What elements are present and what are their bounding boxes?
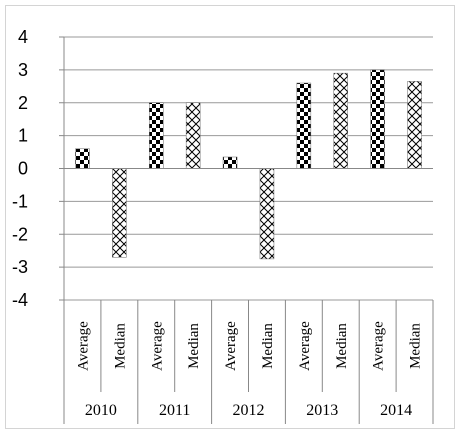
y-tick-label: -2 <box>12 224 28 244</box>
x-group-label: 2014 <box>380 402 412 419</box>
x-category-label: Median <box>408 323 424 369</box>
x-group-label: 2011 <box>159 402 190 419</box>
x-category-label: Median <box>186 323 202 369</box>
y-tick-label: -3 <box>12 257 28 277</box>
bar-2010-median <box>112 168 127 258</box>
x-category-label: Average <box>371 321 387 371</box>
x-category-label: Median <box>260 323 276 369</box>
bar-2013-median <box>333 72 348 169</box>
bar-2011-median <box>185 102 201 169</box>
x-group-label: 2010 <box>85 402 117 419</box>
axes <box>59 36 434 424</box>
x-group-label: 2013 <box>306 402 338 419</box>
x-category-label: Average <box>223 321 239 371</box>
bar-2012-average <box>222 156 238 169</box>
y-tick-label: 4 <box>18 27 28 47</box>
labels: 4 3 2 1 0 -1 -2 -3 -4 Average Median Average Median A… <box>12 27 424 419</box>
x-category-label: Median <box>334 323 350 369</box>
x-category-label: Average <box>297 321 313 371</box>
bar-2012-median <box>259 168 275 260</box>
bar-2014-average <box>370 69 385 169</box>
bars <box>75 69 422 260</box>
x-category-label: Average <box>75 321 91 371</box>
y-tick-label: 1 <box>18 126 28 146</box>
bar-2010-average <box>75 148 90 169</box>
y-tick-label: 2 <box>18 93 28 113</box>
y-tick-label: 0 <box>18 159 28 179</box>
y-tick-label: 3 <box>18 60 28 80</box>
bar-2013-average <box>296 82 312 169</box>
y-tick-label: -1 <box>12 191 28 211</box>
x-category-label: Average <box>149 321 165 371</box>
x-category-label: Median <box>112 323 128 369</box>
bar-2014-median <box>407 81 422 169</box>
y-tick-label: -4 <box>12 290 28 310</box>
x-group-label: 2012 <box>233 402 265 419</box>
bar-2011-average <box>149 102 164 169</box>
